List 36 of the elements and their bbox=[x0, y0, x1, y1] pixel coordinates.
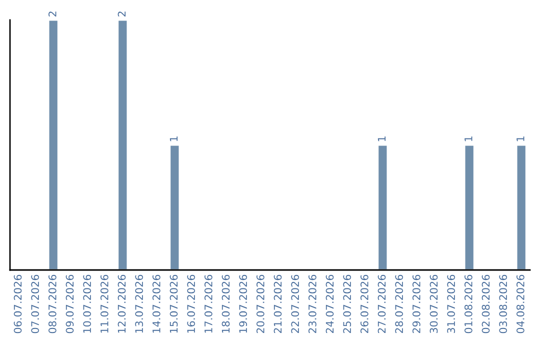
data-label: 2 bbox=[118, 12, 126, 16]
x-tick-label: 15.07.2026 bbox=[170, 274, 178, 333]
x-tick-label: 26.07.2026 bbox=[360, 274, 368, 334]
x-tick-label: 03.08.2026 bbox=[499, 274, 508, 334]
x-tick-label: 17.07.2026 bbox=[204, 274, 212, 333]
x-tick-label: 12.07.2026 bbox=[118, 274, 126, 333]
x-tick-label: 14.07.2026 bbox=[152, 274, 160, 333]
data-label: 1 bbox=[464, 136, 472, 142]
x-tick-label: 07.07.2026 bbox=[31, 274, 40, 334]
x-tick-label: 13.07.2026 bbox=[135, 274, 144, 333]
x-tick-label: 30.07.2026 bbox=[430, 274, 438, 334]
x-tick-label: 18.07.2026 bbox=[222, 274, 230, 333]
x-tick-label: 31.07.2026 bbox=[447, 274, 456, 334]
data-label: 1 bbox=[170, 136, 178, 142]
x-tick-label: 22.07.2026 bbox=[291, 274, 300, 334]
x-tick-label: 21.07.2026 bbox=[274, 274, 282, 334]
x-tick-label: 20.07.2026 bbox=[256, 274, 264, 334]
x-tick-label: 02.08.2026 bbox=[482, 274, 490, 334]
x-tick-label: 06.07.2026 bbox=[14, 274, 22, 334]
x-tick-label: 11.07.2026 bbox=[100, 274, 108, 333]
x-tick-label: 10.07.2026 bbox=[83, 274, 92, 333]
x-tick-label: 09.07.2026 bbox=[66, 274, 74, 334]
x-tick-label: 04.08.2026 bbox=[516, 274, 524, 334]
x-tick-label: 19.07.2026 bbox=[239, 274, 248, 333]
x-tick-label: 08.07.2026 bbox=[48, 274, 56, 334]
data-label: 1 bbox=[378, 136, 386, 142]
data-label: 2 bbox=[48, 12, 56, 16]
x-tick-label: 16.07.2026 bbox=[187, 274, 196, 333]
data-label: 1 bbox=[516, 136, 524, 142]
x-tick-label: 27.07.2026 bbox=[378, 274, 386, 334]
x-tick-label: 25.07.2026 bbox=[343, 274, 352, 334]
x-tick-label: 29.07.2026 bbox=[412, 274, 420, 334]
x-tick-label: 23.07.2026 bbox=[308, 274, 316, 334]
x-tick-label: 01.08.2026 bbox=[464, 274, 472, 334]
x-tick-label: 24.07.2026 bbox=[326, 274, 334, 334]
x-tick-label: 28.07.2026 bbox=[395, 274, 404, 334]
